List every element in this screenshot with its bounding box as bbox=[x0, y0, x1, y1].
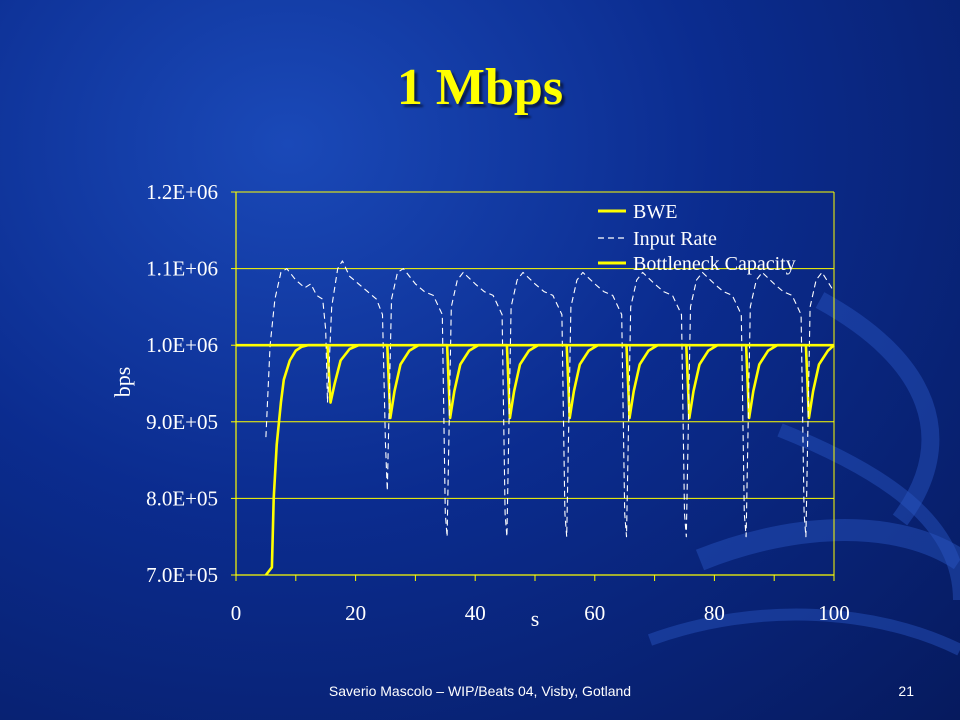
y-tick-label: 1.2E+06 bbox=[146, 180, 218, 204]
y-tick-label: 7.0E+05 bbox=[146, 563, 218, 587]
x-tick-label: 80 bbox=[704, 601, 725, 625]
x-tick-label: 20 bbox=[345, 601, 366, 625]
series-bwe-line bbox=[264, 343, 835, 576]
tick-labels: 7.0E+05 8.0E+05 9.0E+05 1.0E+06 1.1E+06 1.2E+… bbox=[146, 180, 850, 625]
x-tick-label: 40 bbox=[465, 601, 486, 625]
legend-label-0: BWE bbox=[633, 201, 677, 223]
slide-title: 1 Mbps bbox=[396, 59, 564, 116]
axes bbox=[231, 191, 835, 581]
x-tick-label: 0 bbox=[231, 601, 242, 625]
slide-footer: Saverio Mascolo – WIP/Beats 04, Visby, G… bbox=[328, 683, 632, 699]
slide-number: 21 bbox=[898, 683, 914, 699]
y-tick-label: 8.0E+05 bbox=[146, 486, 218, 510]
y-axis-label: bps bbox=[110, 367, 135, 398]
series-lines bbox=[236, 260, 835, 576]
y-tick-label: 9.0E+05 bbox=[146, 410, 218, 434]
x-tick-label: 60 bbox=[584, 601, 605, 625]
y-tick-label: 1.0E+06 bbox=[146, 333, 218, 357]
legend-label-2: Bottleneck Capacity bbox=[633, 253, 796, 275]
legend: BWE Input Rate Bottleneck Capacity bbox=[598, 201, 796, 275]
series-input-rate-line bbox=[265, 260, 835, 538]
x-axis-label: s bbox=[531, 606, 540, 631]
legend-label-1: Input Rate bbox=[633, 228, 717, 250]
y-tick-label: 1.1E+06 bbox=[146, 257, 218, 281]
x-tick-label: 100 bbox=[818, 601, 850, 625]
